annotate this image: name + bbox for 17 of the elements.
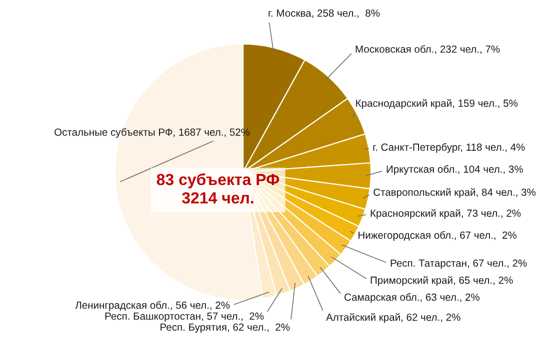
slice-label: Краснодарский край, 159 чел., 5% <box>356 99 518 109</box>
slice-label: Респ. Бурятия, 62 чел., 2% <box>160 323 290 333</box>
slice-label: г. Санкт-Петербург, 118 чел., 4% <box>373 143 525 153</box>
slice-label: Приморский край, 65 чел., 2% <box>370 276 513 286</box>
text: 83 субъекта РФ <box>156 173 280 188</box>
slice-label: г. Москва, 258 чел., 8% <box>268 9 380 18</box>
slice-label: Ставропольский край, 84 чел., 3% <box>374 188 536 198</box>
slice-label: Самарская обл., 63 чел., 2% <box>344 293 480 303</box>
slice-label: Респ. Татарстан, 67 чел., 2% <box>390 259 527 269</box>
slice-label: Респ. Башкортостан, 57 чел., 2% <box>105 312 264 322</box>
slice-label: Нижегородская обл., 67 чел., 2% <box>358 231 517 241</box>
slice-label: Красноярский край, 73 чел., 2% <box>370 209 521 219</box>
slice-label: Ленинградская обл., 56 чел., 2% <box>75 301 230 311</box>
text: 3214 чел. <box>182 192 254 204</box>
slice-label: Иркутская обл., 104 чел., 3% <box>386 165 523 175</box>
slice-label: Алтайский край, 62 чел., 2% <box>326 313 460 323</box>
slice-label: Московская обл., 232 чел., 7% <box>356 45 500 54</box>
